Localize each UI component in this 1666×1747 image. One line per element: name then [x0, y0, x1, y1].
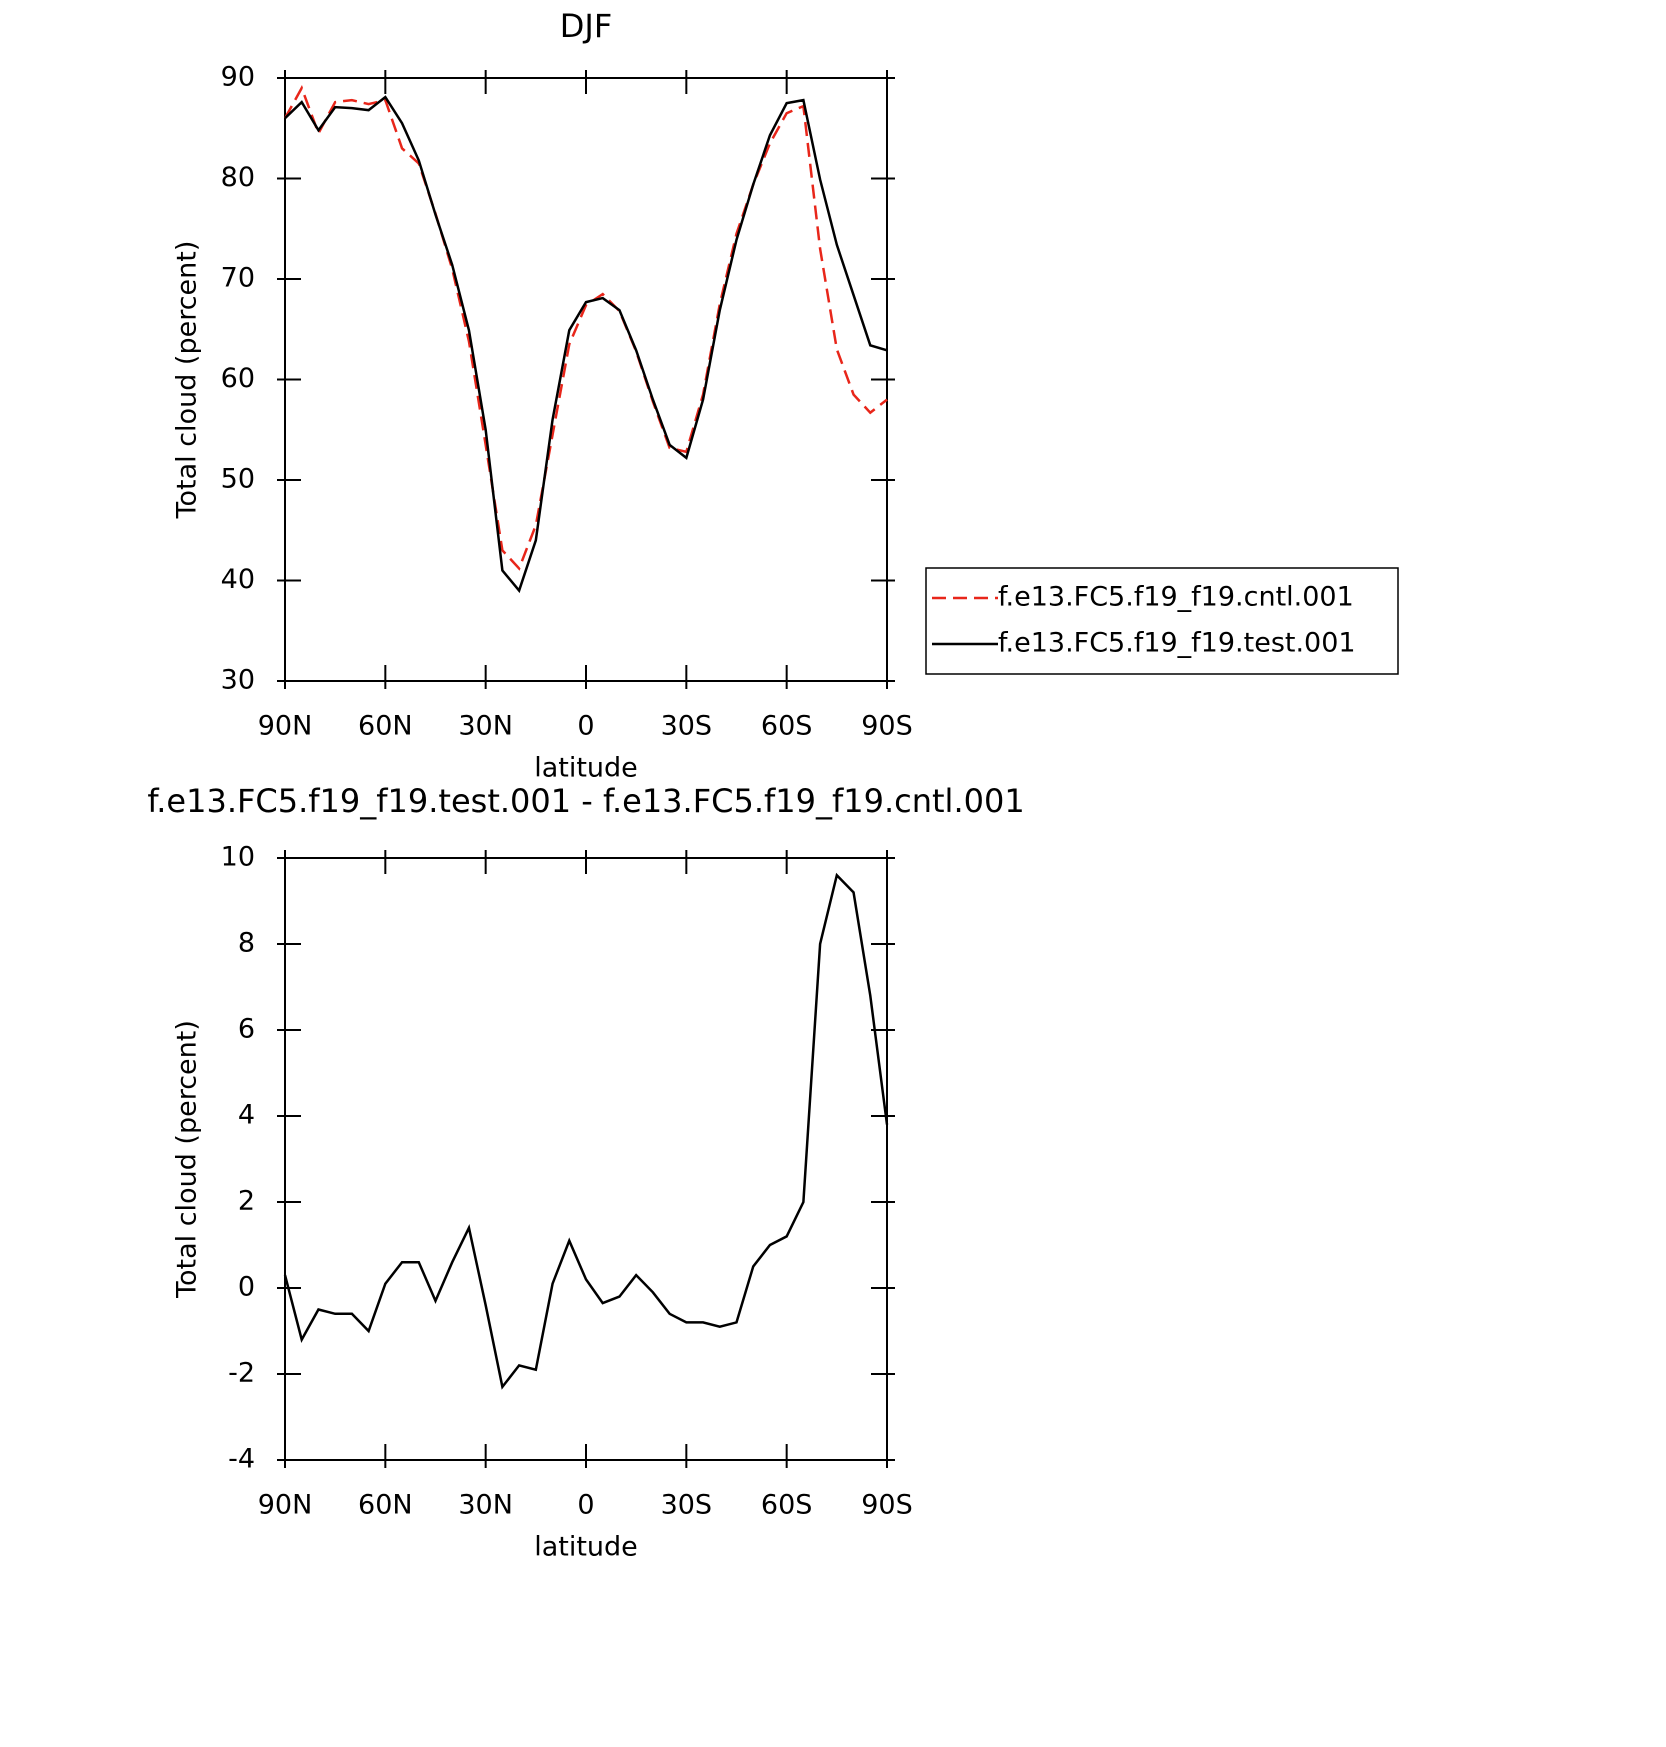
y-tick-label: 4 [238, 1100, 255, 1131]
x-tick-label: 90N [258, 711, 313, 742]
x-tick-label: 60N [358, 1490, 413, 1521]
plot-frame [284, 77, 888, 682]
x-tick-label: 90N [258, 1490, 313, 1521]
y-tick-label: 2 [238, 1186, 255, 1217]
legend-label: f.e13.FC5.f19_f19.test.001 [998, 628, 1356, 659]
series-line [284, 95, 888, 594]
series-line [283, 872, 889, 1390]
x-tick-label: 30S [661, 711, 713, 742]
y-tick-label: -2 [228, 1358, 255, 1389]
x-tick-label: 60S [761, 1490, 813, 1521]
x-tick-label: 30S [661, 1490, 713, 1521]
y-axis-label: Total cloud (percent) [172, 1020, 203, 1299]
chart-title: f.e13.FC5.f19_f19.test.001 - f.e13.FC5.f… [147, 782, 1024, 820]
x-axis-label: latitude [534, 1532, 638, 1563]
y-tick-label: -4 [228, 1444, 255, 1475]
y-tick-label: 8 [238, 928, 255, 959]
legend-label: f.e13.FC5.f19_f19.cntl.001 [998, 582, 1354, 613]
x-tick-label: 90S [861, 1490, 913, 1521]
y-tick-label: 50 [221, 464, 255, 495]
chart-title: DJF [560, 7, 612, 45]
y-tick-label: 0 [238, 1272, 255, 1303]
y-tick-label: 10 [221, 842, 255, 873]
legend-box [925, 567, 1399, 675]
y-tick-label: 30 [221, 665, 255, 696]
y-tick-label: 90 [221, 62, 255, 93]
y-axis-label: Total cloud (percent) [172, 241, 203, 520]
y-tick-label: 70 [221, 263, 255, 294]
x-tick-label: 30N [458, 1490, 513, 1521]
y-tick-label: 80 [221, 162, 255, 193]
x-tick-label: 0 [577, 711, 594, 742]
plot-frame [284, 857, 888, 1461]
x-tick-label: 30N [458, 711, 513, 742]
y-tick-label: 40 [221, 564, 255, 595]
x-axis-label: latitude [534, 753, 638, 784]
y-tick-label: 60 [221, 363, 255, 394]
x-tick-label: 90S [861, 711, 913, 742]
series-line [283, 85, 888, 571]
y-tick-label: 6 [238, 1014, 255, 1045]
x-tick-label: 60S [761, 711, 813, 742]
x-tick-label: 60N [358, 711, 413, 742]
x-tick-label: 0 [577, 1490, 594, 1521]
